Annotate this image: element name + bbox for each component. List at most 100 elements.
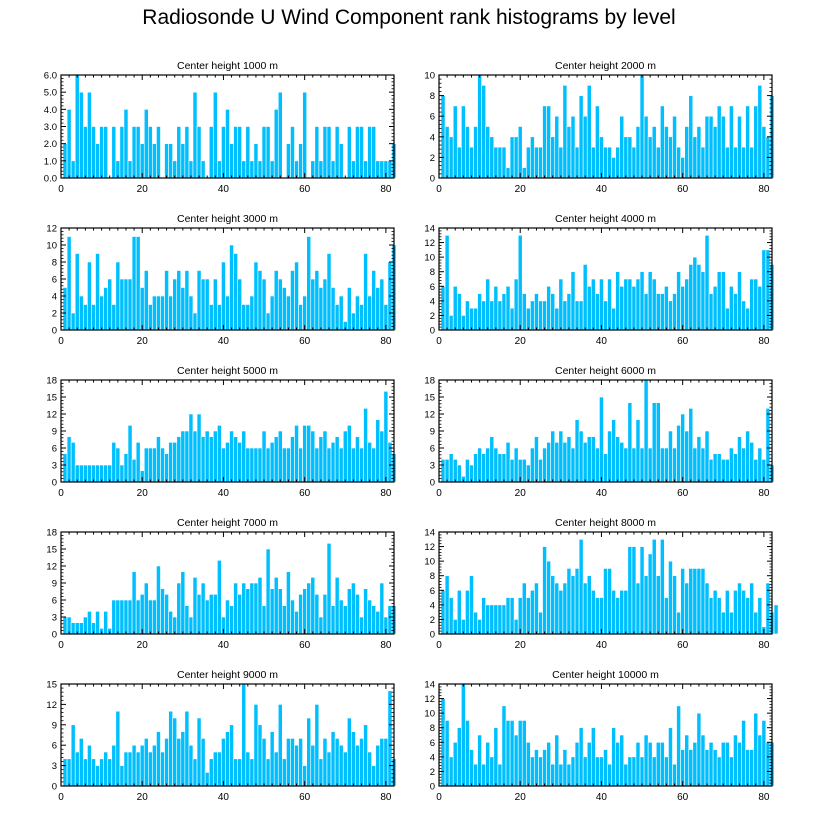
histogram-bar — [708, 741, 714, 787]
histogram-bar — [66, 436, 72, 483]
histogram-bar — [200, 436, 206, 483]
panel-7: Center height 7000 m 0 20 40 60 80 0 3 6 9 12 15 18 — [46, 517, 397, 651]
histogram-bar — [473, 453, 478, 483]
histogram-bar — [302, 588, 307, 635]
histogram-bar — [647, 271, 653, 331]
histogram-bar — [127, 599, 133, 635]
histogram-bar — [562, 300, 568, 331]
histogram-bar — [696, 436, 702, 483]
histogram-bar — [570, 756, 576, 787]
x-tick-label: 40 — [596, 792, 608, 803]
x-tick-label: 80 — [380, 336, 392, 347]
histogram-bar — [749, 146, 755, 179]
y-tick-label: 15 — [46, 393, 57, 404]
histogram-bar — [371, 447, 377, 483]
histogram-bar — [578, 95, 584, 179]
histogram-bar — [639, 756, 645, 787]
histogram-bar — [724, 741, 730, 787]
histogram-bar — [542, 749, 547, 787]
histogram-bar — [733, 453, 738, 483]
histogram-bar — [127, 751, 133, 787]
histogram-bar — [359, 304, 364, 331]
histogram-bar — [83, 758, 88, 787]
histogram-bar — [131, 126, 137, 179]
histogram-bar — [550, 763, 556, 787]
histogram-bar — [737, 741, 742, 787]
histogram-bar — [554, 734, 560, 787]
histogram-bar — [489, 436, 495, 483]
histogram-bar — [156, 295, 161, 331]
histogram-bar — [290, 599, 295, 635]
histogram-bar — [566, 126, 572, 179]
histogram-bar — [558, 430, 564, 483]
histogram-bar — [647, 741, 653, 787]
histogram-bar — [237, 278, 243, 331]
y-tick-label: 0 — [430, 174, 435, 185]
histogram-bar — [534, 146, 539, 179]
histogram-bar — [603, 749, 608, 787]
y-tick-label: 4 — [430, 296, 435, 307]
histogram-bar — [326, 253, 332, 331]
histogram-bar — [574, 419, 580, 483]
histogram-bar — [152, 599, 157, 635]
histogram-bar — [440, 459, 446, 483]
histogram-bar — [338, 744, 344, 787]
histogram-bar — [655, 575, 661, 635]
histogram-bar — [143, 738, 149, 787]
histogram-bar — [440, 285, 446, 331]
x-tick-label: 0 — [58, 792, 64, 803]
histogram-bar — [103, 126, 108, 179]
histogram-bar — [127, 425, 133, 483]
histogram-bar — [582, 264, 588, 331]
histogram-bar — [123, 278, 129, 331]
histogram-bar — [78, 622, 84, 635]
histogram-bar — [595, 105, 600, 179]
histogram-bar — [688, 749, 694, 787]
histogram-bar — [505, 597, 511, 635]
histogram-bar — [346, 588, 352, 635]
histogram-bar — [664, 447, 669, 483]
histogram-bar — [660, 538, 665, 635]
x-tick-label: 40 — [596, 640, 608, 651]
histogram-bar — [586, 85, 592, 179]
histogram-bar — [554, 442, 560, 483]
histogram-bar — [639, 546, 645, 635]
histogram-bar — [111, 126, 117, 179]
y-tick-label: 10 — [424, 253, 435, 264]
histogram-bar — [83, 616, 88, 635]
histogram-bar — [530, 136, 535, 179]
histogram-bar — [290, 270, 295, 331]
x-tick-label: 60 — [299, 488, 311, 499]
histogram-bar — [456, 146, 462, 179]
panel-5: Center height 5000 m 0 20 40 60 80 0 3 6 9 12 15 18 — [46, 365, 397, 499]
panel-title: Center height 4000 m — [555, 213, 656, 225]
histogram-bar — [135, 751, 141, 787]
histogram-bar — [712, 589, 718, 635]
histogram-bar — [558, 278, 564, 331]
histogram-bar — [180, 430, 186, 483]
histogram-bar — [749, 749, 755, 787]
histogram-bar — [554, 307, 560, 331]
y-tick-label: 2 — [430, 311, 435, 322]
histogram-bar — [286, 143, 291, 179]
histogram-bar — [712, 749, 718, 787]
panel-title: Center height 1000 m — [177, 60, 278, 72]
histogram-bar — [708, 293, 714, 331]
y-tick-label: 5.0 — [44, 88, 57, 99]
histogram-bar — [131, 236, 137, 331]
x-tick-label: 0 — [436, 792, 442, 803]
histogram-bar — [152, 295, 157, 331]
histogram-bar — [570, 447, 576, 483]
histogram-bar — [509, 597, 515, 635]
histogram-bar — [249, 582, 255, 635]
histogram-bar — [635, 419, 641, 483]
histogram-bar — [342, 605, 348, 635]
histogram-bar — [334, 738, 340, 787]
histogram-bar — [156, 436, 161, 483]
histogram-bar — [221, 447, 226, 483]
histogram-bar — [322, 278, 328, 331]
histogram-bar — [765, 249, 771, 331]
histogram-bar — [237, 442, 243, 483]
histogram-bar — [509, 136, 515, 179]
histogram-bar — [590, 589, 596, 635]
